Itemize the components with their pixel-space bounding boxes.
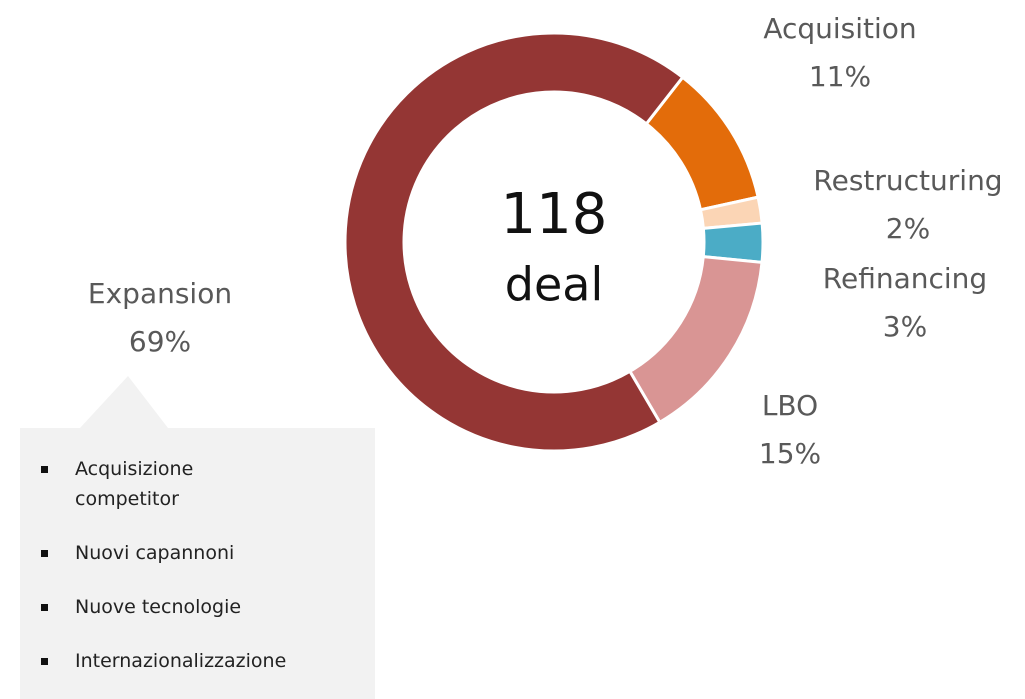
segment-name: LBO <box>762 389 818 422</box>
donut-segment <box>343 31 685 453</box>
callout-item: Nuove tecnologie <box>20 592 275 622</box>
callout-item: Internazionalizzazione <box>20 646 286 676</box>
segment-value: 3% <box>883 310 927 343</box>
center-value: 118 <box>501 182 608 247</box>
callout-list: Acquisizione competitor Nuovi capannoni Nu… <box>20 428 375 676</box>
center-label: deal <box>505 258 603 312</box>
callout-item: Nuovi capannoni <box>20 538 275 568</box>
segment-value: 69% <box>129 325 191 358</box>
segment-value: 2% <box>886 212 930 245</box>
donut-segment <box>627 254 764 425</box>
segment-value: 11% <box>809 60 871 93</box>
segment-name: Restructuring <box>813 164 1002 197</box>
callout-pointer <box>80 376 168 428</box>
segment-name: Acquisition <box>763 12 916 45</box>
callout-box: Acquisizione competitor Nuovi capannoni Nu… <box>20 428 375 699</box>
segment-value: 15% <box>759 437 821 470</box>
segment-name: Expansion <box>88 277 232 310</box>
callout-item: Acquisizione competitor <box>20 454 275 514</box>
segment-name: Refinancing <box>823 262 987 295</box>
